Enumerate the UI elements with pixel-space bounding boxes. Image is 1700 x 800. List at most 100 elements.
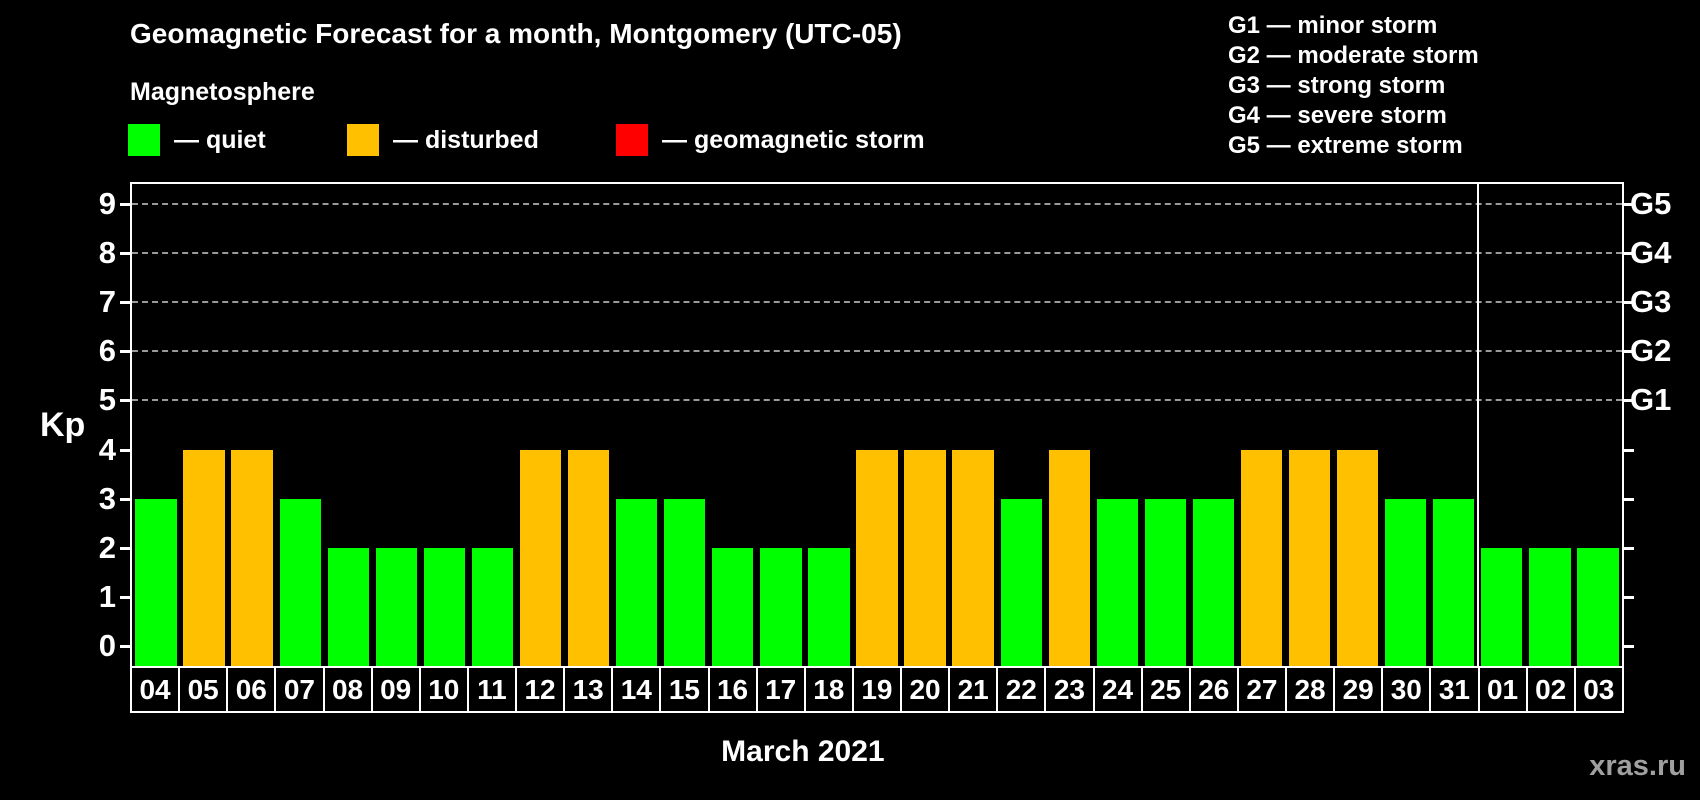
y-axis-tick-right-4 xyxy=(1624,448,1634,452)
y-axis-tick-right-2 xyxy=(1624,546,1634,550)
y-axis-label-1: 1 xyxy=(98,579,116,615)
g-scale-legend: G1 — minor storm G2 — moderate storm G3 … xyxy=(1228,11,1479,161)
y-axis-tick-right-7 xyxy=(1624,301,1634,305)
bar-day-27 xyxy=(1240,449,1283,666)
bar-day-03 xyxy=(1577,547,1619,666)
day-label-10: 10 xyxy=(418,666,469,713)
bar-day-08 xyxy=(327,547,369,666)
day-label-19: 19 xyxy=(851,666,902,713)
bar-day-18 xyxy=(808,547,850,666)
day-label-12: 12 xyxy=(515,666,566,713)
bar-day-05 xyxy=(183,449,225,666)
y-axis-tick-right-5 xyxy=(1624,399,1634,403)
bar-day-17 xyxy=(760,547,802,666)
y-axis-tick-right-9 xyxy=(1624,202,1634,206)
day-label-02: 02 xyxy=(1525,666,1576,713)
bar-day-01 xyxy=(1481,547,1523,666)
y-axis-tick-left-3 xyxy=(120,497,130,501)
chart-title: Geomagnetic Forecast for a month, Montgo… xyxy=(130,18,902,49)
y-axis-tick-left-0 xyxy=(120,645,130,649)
bar-day-24 xyxy=(1096,498,1138,666)
bar-day-23 xyxy=(1048,449,1090,666)
day-label-21: 21 xyxy=(948,666,999,713)
gridline-kp7 xyxy=(132,301,1622,304)
legend-item-quiet: — quiet xyxy=(128,124,266,156)
y-axis-title: Kp xyxy=(40,406,86,444)
y-axis-tick-right-6 xyxy=(1624,350,1634,354)
day-label-31: 31 xyxy=(1429,666,1480,713)
bar-day-30 xyxy=(1385,498,1427,666)
gridline-kp9 xyxy=(132,202,1622,205)
bar-day-15 xyxy=(664,498,706,666)
bar-day-11 xyxy=(471,547,514,666)
g-legend-line-g3: G3 — strong storm xyxy=(1228,72,1446,99)
bar-day-10 xyxy=(423,547,466,666)
day-label-26: 26 xyxy=(1188,666,1239,713)
legend-item-disturbed: — disturbed xyxy=(347,124,539,156)
g-legend-line-g1: G1 — minor storm xyxy=(1228,12,1438,39)
day-label-24: 24 xyxy=(1092,666,1143,713)
bar-day-07 xyxy=(279,498,321,666)
g-axis-label-g3: G3 xyxy=(1630,284,1672,320)
day-label-13: 13 xyxy=(563,666,614,713)
day-label-09: 09 xyxy=(370,666,421,713)
bar-day-02 xyxy=(1529,547,1571,666)
watermark: xras.ru xyxy=(1589,750,1686,782)
legend-label-disturbed: — disturbed xyxy=(393,125,539,154)
day-label-row: 04 05 06 07 08 09 10 11 12 13 14 15 16 17 18 19 20 21 22 23… xyxy=(130,666,1624,713)
y-axis-label-4: 4 xyxy=(98,431,116,467)
y-axis-tick-right-1 xyxy=(1624,596,1634,600)
bar-day-14 xyxy=(616,498,658,666)
legend-item-storm: — geomagnetic storm xyxy=(616,124,925,156)
day-label-29: 29 xyxy=(1333,666,1384,713)
bar-day-25 xyxy=(1144,498,1187,666)
y-axis-label-7: 7 xyxy=(98,284,116,320)
g-legend-line-g5: G5 — extreme storm xyxy=(1228,132,1463,159)
day-label-06: 06 xyxy=(226,666,277,713)
day-label-14: 14 xyxy=(611,666,662,713)
month-label: March 2021 xyxy=(721,735,885,768)
day-label-08: 08 xyxy=(322,666,373,713)
y-axis-tick-left-5 xyxy=(120,399,130,403)
bar-day-21 xyxy=(952,449,994,666)
day-label-28: 28 xyxy=(1285,666,1336,713)
y-axis-tick-left-4 xyxy=(120,448,130,452)
storm-color-swatch xyxy=(616,124,648,156)
y-axis-tick-left-8 xyxy=(120,251,130,255)
gridline-kp6 xyxy=(132,350,1622,353)
day-label-05: 05 xyxy=(178,666,229,713)
bar-day-31 xyxy=(1433,498,1475,666)
day-label-18: 18 xyxy=(803,666,854,713)
y-axis-tick-left-1 xyxy=(120,596,130,600)
day-label-04: 04 xyxy=(130,666,181,713)
g-axis-label-g2: G2 xyxy=(1630,333,1672,369)
chart-subtitle: Magnetosphere xyxy=(130,78,315,106)
y-axis-label-0: 0 xyxy=(98,628,116,664)
y-axis-tick-right-3 xyxy=(1624,497,1634,501)
g-axis-label-g5: G5 xyxy=(1630,185,1672,221)
bar-day-06 xyxy=(231,449,273,666)
bar-day-20 xyxy=(904,449,946,666)
y-axis-label-9: 9 xyxy=(98,185,116,221)
y-axis-tick-right-8 xyxy=(1624,251,1634,255)
bar-day-26 xyxy=(1192,498,1235,666)
day-label-23: 23 xyxy=(1044,666,1095,713)
g-legend-line-g2: G2 — moderate storm xyxy=(1228,42,1479,69)
bar-day-13 xyxy=(567,449,610,666)
legend-label-quiet: — quiet xyxy=(174,125,266,154)
g-axis-label-g4: G4 xyxy=(1630,234,1672,270)
quiet-color-swatch xyxy=(128,124,160,156)
y-axis-label-2: 2 xyxy=(98,529,116,565)
gridline-kp8 xyxy=(132,251,1622,254)
day-label-15: 15 xyxy=(659,666,710,713)
bar-day-29 xyxy=(1336,449,1379,666)
day-label-25: 25 xyxy=(1140,666,1191,713)
gridline-kp5 xyxy=(132,399,1622,402)
bar-day-28 xyxy=(1288,449,1331,666)
y-axis-tick-left-7 xyxy=(120,301,130,305)
g-legend-line-g4: G4 — severe storm xyxy=(1228,102,1447,129)
plot-area: 0 1 2 3 4 5 6 7 8 9 G1 G2 G3 G4 G5 xyxy=(99,182,1671,668)
day-label-30: 30 xyxy=(1381,666,1432,713)
y-axis-label-6: 6 xyxy=(98,333,116,369)
day-label-16: 16 xyxy=(707,666,758,713)
